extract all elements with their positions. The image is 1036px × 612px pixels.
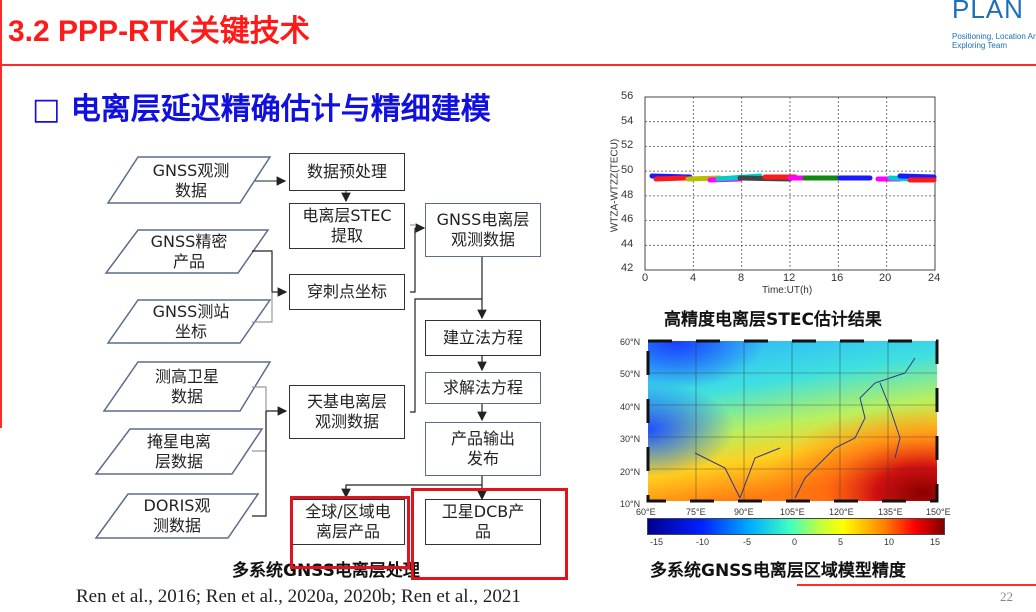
stec-chart-caption: 高精度电离层STEC估计结果	[664, 310, 882, 330]
lon-75e: 75°E	[686, 507, 706, 517]
logo-subtitle-line1: Positioning, Location An	[952, 32, 1036, 41]
x-tick-24: 24	[928, 272, 941, 284]
colorbar-tick-neg10: -10	[696, 537, 710, 547]
box-data-preprocessing: 数据预处理	[289, 153, 405, 191]
lat-10n: 10°N	[620, 499, 641, 509]
lat-60n: 60°N	[620, 337, 641, 347]
box-pierce-point-coordinates: 穿刺点坐标	[289, 274, 405, 310]
colorbar	[647, 518, 945, 535]
input-doris-observation-data: DORIS观 测数据	[143, 496, 211, 535]
y-tick-44: 44	[621, 238, 634, 250]
lon-60e: 60°E	[636, 507, 656, 517]
y-tick-42: 42	[621, 262, 634, 274]
logo-subtitle-line2: Exploring Team	[952, 41, 1007, 50]
title-divider	[0, 64, 1036, 66]
left-accent-rule	[0, 0, 2, 428]
stec-plot-area	[644, 96, 937, 271]
section-heading: □ 电离层延迟精确估计与精细建模	[32, 92, 491, 127]
x-axis-label: Time:UT(h)	[762, 285, 813, 296]
highlight-box-iono-product	[290, 496, 410, 569]
slide-title: 3.2 PPP-RTK关键技术	[8, 15, 310, 48]
box-stec-extraction: 电离层STEC 提取	[289, 203, 405, 249]
x-tick-0: 0	[642, 272, 649, 284]
lat-20n: 20°N	[620, 467, 641, 477]
x-tick-12: 12	[783, 272, 796, 284]
y-tick-56: 56	[621, 90, 634, 102]
input-gnss-precise-products: GNSS精密 产品	[150, 232, 228, 271]
lon-105e: 105°E	[780, 507, 805, 517]
input-gnss-station-coordinates: GNSS测站 坐标	[152, 302, 230, 341]
map-heatmap	[646, 339, 939, 503]
x-tick-16: 16	[831, 272, 844, 284]
lon-120e: 120°E	[829, 507, 854, 517]
y-tick-50: 50	[621, 164, 634, 176]
y-tick-48: 48	[621, 189, 634, 201]
page-number: 22	[1000, 589, 1013, 604]
lon-90e: 90°E	[734, 507, 754, 517]
box-build-normal-equation: 建立法方程	[425, 320, 541, 356]
x-tick-4: 4	[690, 272, 697, 284]
lat-30n: 30°N	[620, 434, 641, 444]
lon-150e: 150°E	[926, 507, 951, 517]
logo-text: PLAN	[952, 0, 1024, 24]
colorbar-tick-neg15: -15	[650, 537, 664, 547]
box-solve-normal-equation: 求解法方程	[425, 372, 541, 404]
highlight-box-dcb-product	[411, 488, 568, 580]
lon-135e: 135°E	[878, 507, 903, 517]
map-caption: 多系统GNSS电离层区域模型精度	[650, 561, 906, 581]
input-gnss-observation-data: GNSS观测 数据	[152, 161, 230, 200]
box-spaceborne-iono-observations: 天基电离层 观测数据	[289, 385, 405, 439]
colorbar-tick-neg5: -5	[743, 537, 752, 547]
lat-50n: 50°N	[620, 369, 641, 379]
references: Ren et al., 2016; Ren et al., 2020a, 202…	[76, 586, 521, 607]
x-tick-8: 8	[738, 272, 745, 284]
y-tick-54: 54	[621, 115, 634, 127]
y-axis-label: WTZA-WTZZ(TECU)	[609, 138, 621, 233]
input-occultation-iono-data: 掩星电离 层数据	[146, 432, 211, 471]
x-tick-20: 20	[879, 272, 892, 284]
box-satellite-dcb-product: 卫星DCB产 品	[425, 499, 541, 545]
footer-divider	[797, 584, 1036, 586]
y-tick-46: 46	[621, 213, 634, 225]
box-product-release: 产品输出 发布	[425, 422, 541, 476]
colorbar-tick-5: 5	[838, 537, 844, 547]
lat-40n: 40°N	[620, 402, 641, 412]
colorbar-tick-15: 15	[930, 537, 941, 547]
colorbar-tick-10: 10	[884, 537, 895, 547]
box-gnss-iono-observations: GNSS电离层 观测数据	[425, 203, 541, 257]
plan-logo: PLAN Positioning, Location An Exploring …	[948, 0, 1036, 60]
colorbar-tick-0: 0	[792, 537, 798, 547]
input-altimetry-satellite-data: 测高卫星 数据	[154, 367, 219, 406]
y-tick-52: 52	[621, 139, 634, 151]
